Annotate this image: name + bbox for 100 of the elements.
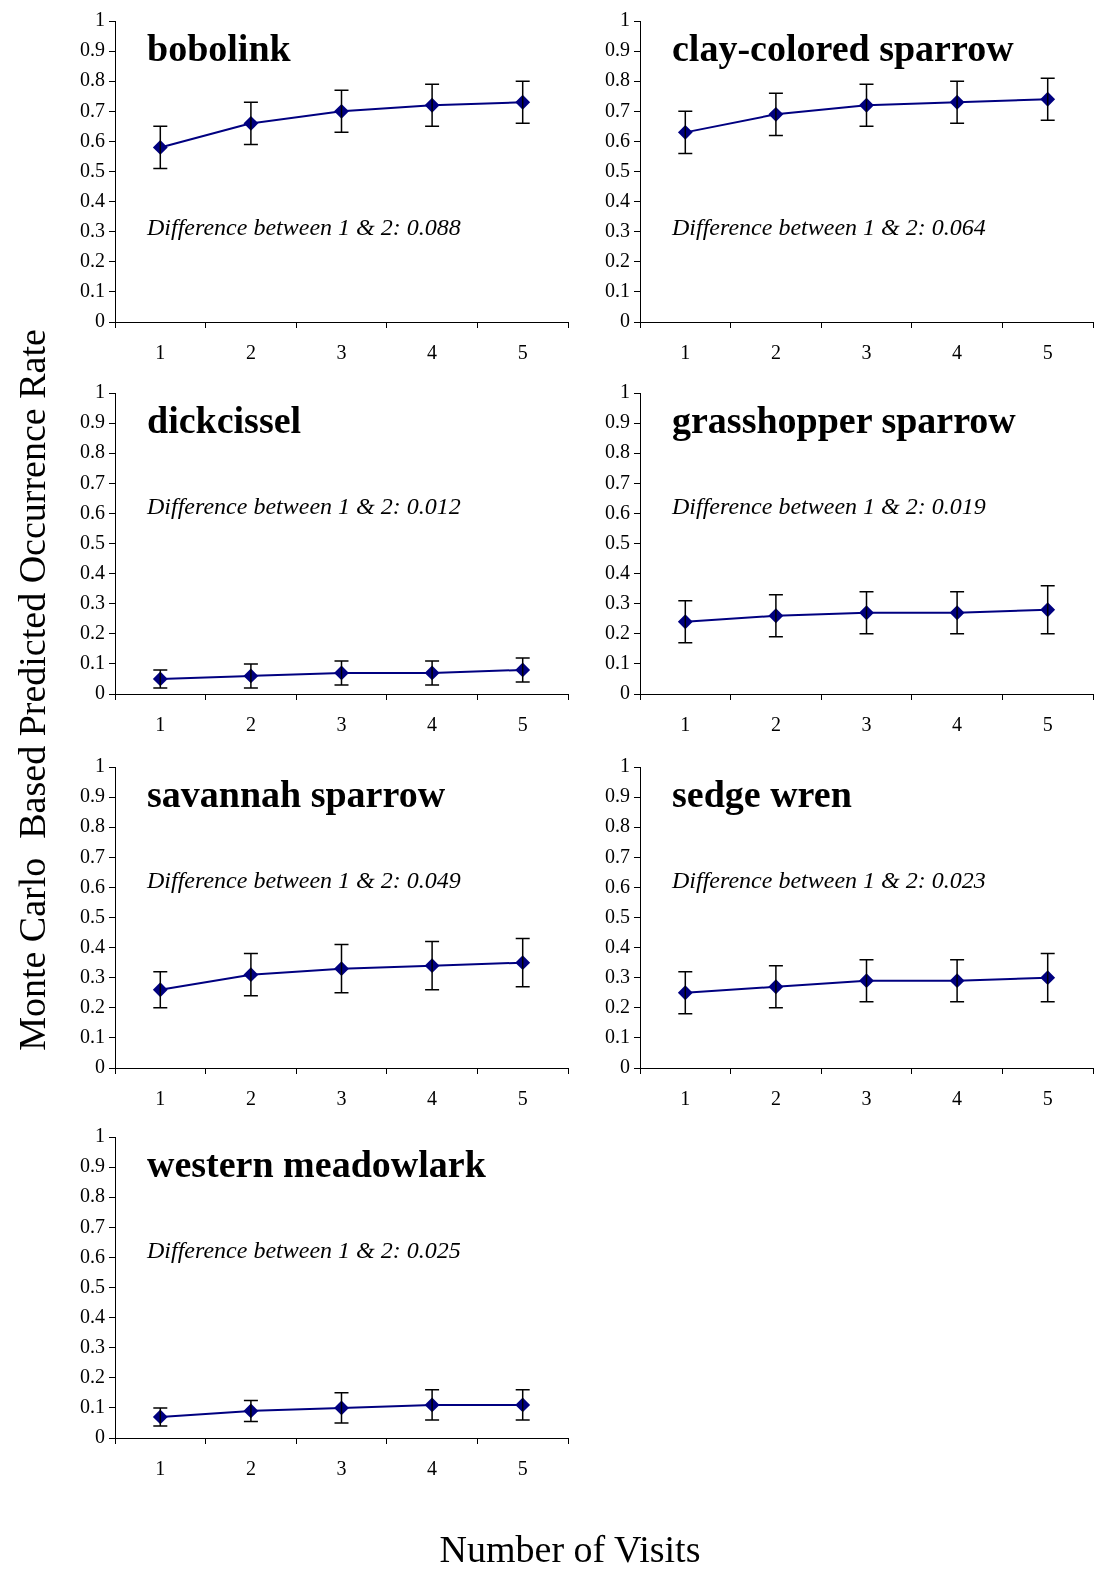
y-tick-label: 1: [95, 380, 105, 403]
y-tick-label: 0.4: [80, 188, 105, 211]
y-tick-label: 0.5: [80, 530, 105, 553]
y-tick-label: 0.8: [605, 68, 630, 91]
y-tick-label: 0.7: [80, 470, 105, 493]
x-tick-label: 5: [517, 1457, 528, 1480]
y-tick-label: 1: [95, 754, 105, 777]
y-tick-label: 0.5: [605, 158, 630, 181]
y-tick-label: 0.9: [605, 784, 630, 807]
y-tick-label: 0.9: [605, 410, 630, 433]
x-tick-label: 2: [770, 341, 781, 364]
x-tick-label: 3: [336, 713, 347, 736]
x-tick-label: 1: [680, 713, 691, 736]
y-axis-title: Monte Carlo Based Predicted Occurrence Rate: [10, 329, 54, 1051]
y-tick-label: 0.2: [80, 1365, 105, 1388]
x-tick-label: 5: [1042, 341, 1053, 364]
x-tick-label: 2: [770, 1087, 781, 1110]
y-tick-label: 0: [95, 1055, 105, 1078]
y-tick-label: 0.1: [605, 651, 630, 674]
annotation: Difference between 1 & 2: 0.025: [146, 1236, 461, 1263]
y-tick-label: 0.1: [80, 1025, 105, 1048]
y-tick-label: 0.1: [80, 279, 105, 302]
y-tick-label: 0.1: [605, 279, 630, 302]
annotation: Difference between 1 & 2: 0.012: [146, 492, 461, 519]
x-tick-label: 3: [336, 1087, 347, 1110]
x-tick-label: 3: [336, 1457, 347, 1480]
x-tick-label: 1: [155, 713, 166, 736]
y-tick-label: 0.6: [605, 874, 630, 897]
y-tick-label: 0: [95, 1425, 105, 1448]
y-tick-label: 0.2: [80, 995, 105, 1018]
x-tick-label: 1: [155, 341, 166, 364]
y-tick-label: 0.8: [605, 440, 630, 463]
y-tick-label: 1: [620, 380, 630, 403]
y-tick-label: 0.6: [80, 128, 105, 151]
y-tick-label: 0.1: [605, 1025, 630, 1048]
x-tick-label: 5: [1042, 713, 1053, 736]
x-tick-label: 2: [245, 713, 256, 736]
y-tick-label: 0: [620, 1055, 630, 1078]
y-tick-label: 0.9: [605, 38, 630, 61]
y-tick-label: 0: [620, 681, 630, 704]
y-tick-label: 0.4: [605, 934, 630, 957]
y-tick-label: 0.6: [605, 500, 630, 523]
y-tick-label: 0.9: [80, 1154, 105, 1177]
x-tick-label: 1: [680, 341, 691, 364]
x-tick-label: 5: [1042, 1087, 1053, 1110]
x-tick-label: 2: [770, 713, 781, 736]
y-tick-label: 0.5: [605, 904, 630, 927]
chart-title: savannah sparrow: [147, 772, 446, 815]
y-tick-label: 0.3: [605, 964, 630, 987]
y-tick-label: 0.7: [605, 844, 630, 867]
x-axis-title: Number of Visits: [439, 1527, 701, 1571]
x-tick-label: 4: [952, 713, 963, 736]
y-tick-label: 0.6: [80, 874, 105, 897]
y-tick-label: 1: [95, 1124, 105, 1147]
y-tick-label: 0.5: [80, 1274, 105, 1297]
y-tick-label: 0.6: [605, 128, 630, 151]
y-tick-label: 0.2: [80, 249, 105, 272]
y-tick-label: 0.8: [80, 1184, 105, 1207]
y-tick-label: 0.2: [605, 249, 630, 272]
annotation: Difference between 1 & 2: 0.019: [671, 492, 986, 519]
x-tick-label: 3: [861, 341, 872, 364]
y-tick-label: 0.4: [80, 934, 105, 957]
y-tick-label: 0.3: [80, 1334, 105, 1357]
y-tick-label: 1: [620, 8, 630, 31]
y-tick-label: 0.8: [80, 440, 105, 463]
x-tick-label: 5: [517, 1087, 528, 1110]
x-tick-label: 2: [245, 1457, 256, 1480]
annotation: Difference between 1 & 2: 0.049: [146, 866, 461, 893]
y-tick-label: 0.6: [80, 1244, 105, 1267]
x-tick-label: 4: [427, 713, 438, 736]
annotation: Difference between 1 & 2: 0.023: [671, 866, 986, 893]
annotation: Difference between 1 & 2: 0.088: [146, 214, 461, 240]
y-tick-label: 0.4: [80, 560, 105, 583]
y-tick-label: 0.4: [80, 1304, 105, 1327]
x-tick-label: 2: [245, 1087, 256, 1110]
y-tick-label: 0.6: [80, 500, 105, 523]
y-tick-label: 0.5: [80, 904, 105, 927]
y-tick-label: 0.8: [80, 814, 105, 837]
y-tick-label: 0.1: [80, 1395, 105, 1418]
y-tick-label: 0.3: [80, 218, 105, 241]
y-tick-label: 0.2: [80, 621, 105, 644]
chart-title: clay-colored sparrow: [672, 26, 1015, 69]
y-tick-label: 0.7: [80, 844, 105, 867]
x-tick-label: 3: [861, 1087, 872, 1110]
chart-title: bobolink: [147, 26, 292, 69]
y-tick-label: 1: [620, 754, 630, 777]
x-tick-label: 4: [952, 341, 963, 364]
y-tick-label: 0.8: [80, 68, 105, 91]
y-tick-label: 0.8: [605, 814, 630, 837]
annotation: Difference between 1 & 2: 0.064: [671, 214, 986, 240]
y-tick-label: 0.5: [80, 158, 105, 181]
y-tick-label: 0.9: [80, 410, 105, 433]
y-tick-label: 0: [95, 309, 105, 332]
y-tick-label: 0.7: [80, 98, 105, 121]
chart-title: western meadowlark: [147, 1142, 487, 1185]
x-tick-label: 3: [336, 341, 347, 364]
y-tick-label: 0.4: [605, 560, 630, 583]
x-tick-label: 3: [861, 713, 872, 736]
x-tick-label: 4: [427, 1087, 438, 1110]
y-tick-label: 0.9: [80, 784, 105, 807]
